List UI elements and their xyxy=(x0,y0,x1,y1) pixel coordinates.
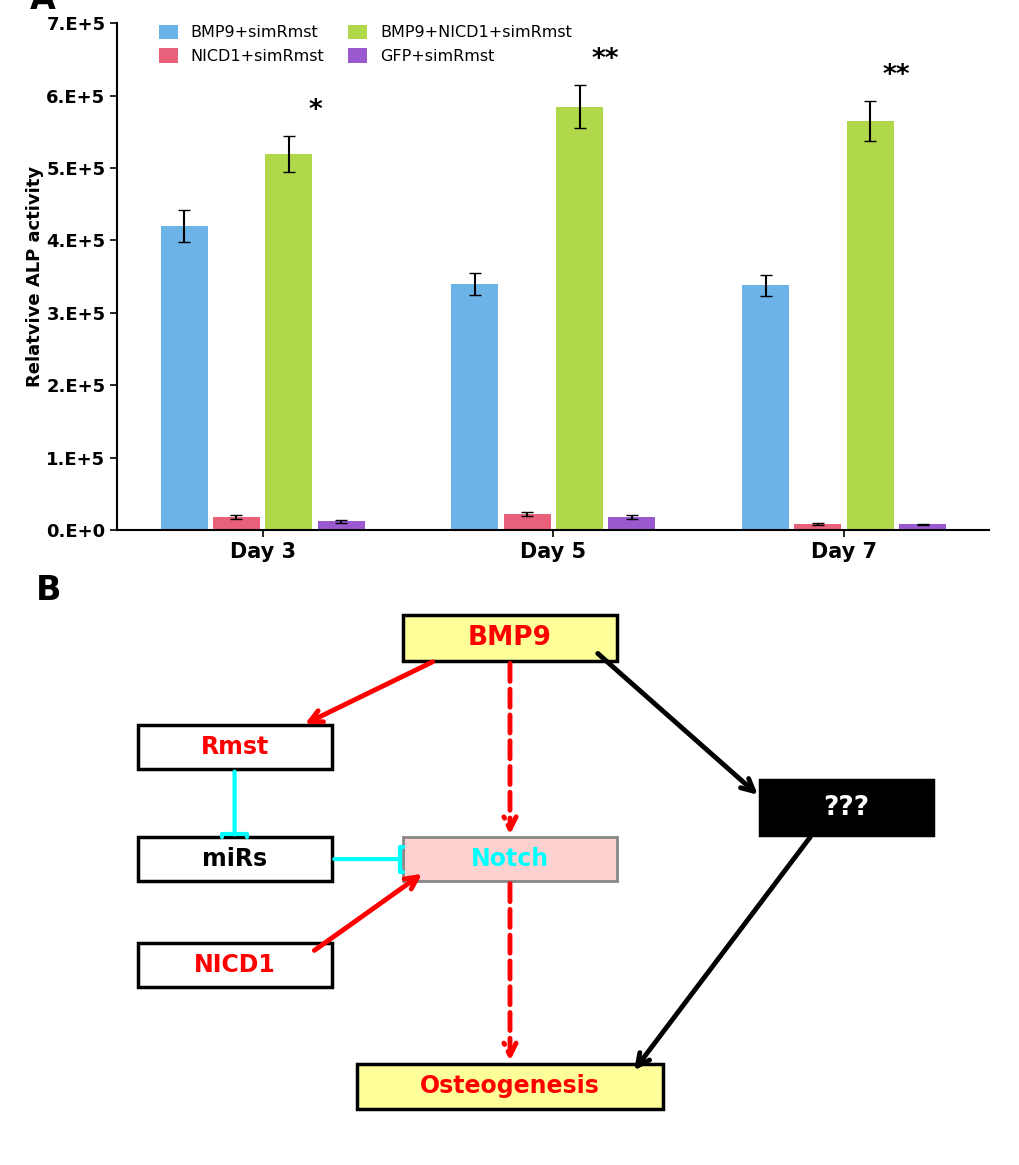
Bar xyxy=(450,284,498,530)
Text: Osteogenesis: Osteogenesis xyxy=(420,1074,599,1099)
Bar xyxy=(555,106,602,530)
Text: ???: ??? xyxy=(822,795,869,820)
Bar xyxy=(317,522,365,530)
Text: miRs: miRs xyxy=(202,847,267,871)
Bar xyxy=(503,514,550,530)
Y-axis label: Relatvive ALP activity: Relatvive ALP activity xyxy=(25,167,44,387)
Bar xyxy=(846,121,893,530)
Text: Notch: Notch xyxy=(471,847,548,871)
Bar xyxy=(794,524,841,530)
Bar xyxy=(265,154,312,530)
Bar xyxy=(160,226,208,530)
Text: Rmst: Rmst xyxy=(201,735,268,760)
Text: B: B xyxy=(36,574,61,607)
Text: NICD1: NICD1 xyxy=(194,953,275,977)
Bar xyxy=(213,517,260,530)
FancyBboxPatch shape xyxy=(403,838,616,881)
FancyBboxPatch shape xyxy=(403,615,616,661)
Bar xyxy=(607,517,655,530)
Text: BMP9: BMP9 xyxy=(468,624,551,651)
Legend: BMP9+simRmst, NICD1+simRmst, BMP9+NICD1+simRmst, GFP+simRmst: BMP9+simRmst, NICD1+simRmst, BMP9+NICD1+… xyxy=(152,19,578,70)
Text: A: A xyxy=(31,0,56,16)
Text: *: * xyxy=(308,98,322,123)
FancyBboxPatch shape xyxy=(357,1064,662,1109)
Bar xyxy=(898,524,946,530)
FancyBboxPatch shape xyxy=(138,838,331,881)
Bar xyxy=(741,285,789,530)
Text: **: ** xyxy=(881,63,909,90)
FancyBboxPatch shape xyxy=(138,944,331,987)
FancyBboxPatch shape xyxy=(138,725,331,769)
Text: **: ** xyxy=(591,48,619,73)
FancyBboxPatch shape xyxy=(759,781,932,835)
